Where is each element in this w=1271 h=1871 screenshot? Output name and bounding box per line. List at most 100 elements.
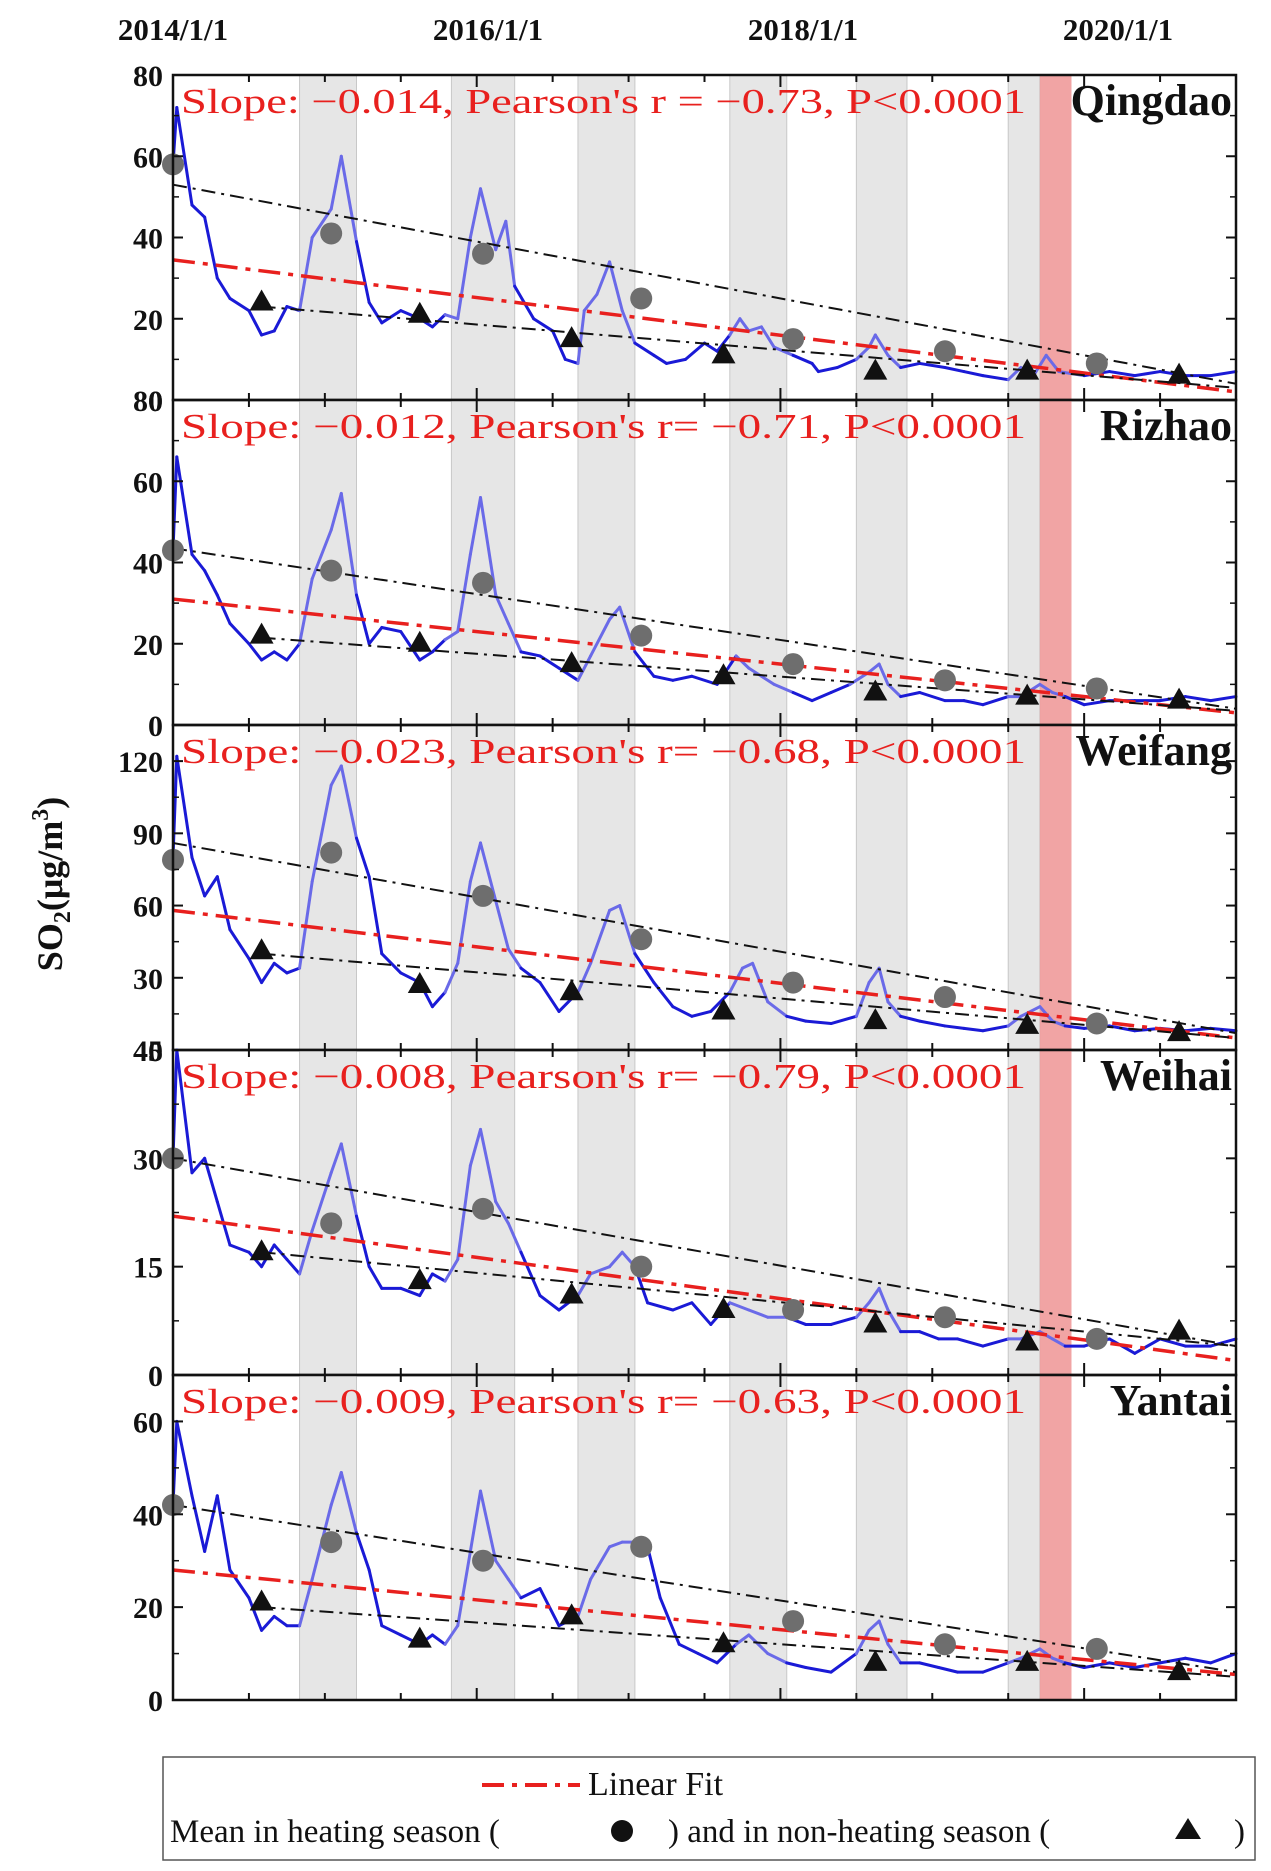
nonheating-mean-marker-2 bbox=[407, 301, 432, 323]
y-tick-label: 120 bbox=[118, 746, 163, 779]
series-segment bbox=[399, 630, 422, 662]
series-segment bbox=[1158, 1656, 1187, 1665]
heating-season-band-2 bbox=[450, 399, 516, 726]
linear-fit-line bbox=[172, 908, 1237, 1040]
heating-mean-marker-5 bbox=[782, 1610, 805, 1633]
nonheating-mean-fit-line bbox=[261, 952, 1237, 1039]
heating-mean-marker-2 bbox=[320, 222, 343, 245]
linear-fit-line bbox=[172, 1214, 1237, 1363]
series-segment bbox=[918, 1019, 947, 1028]
ylabel-sub: 2 bbox=[50, 911, 76, 923]
y-tick-label: 30 bbox=[133, 963, 163, 996]
heating-mean-marker-5 bbox=[782, 653, 805, 676]
heating-mean-fit-line bbox=[172, 547, 1237, 710]
series-segment bbox=[943, 1024, 966, 1030]
panel-weihai: 0 15 30 45 Slope: −0.008, Pearson's r= −0.79… bbox=[133, 1035, 1238, 1393]
series-segment bbox=[430, 1272, 447, 1283]
series-segment bbox=[690, 1009, 713, 1018]
series-segment bbox=[354, 1531, 371, 1572]
series-segment bbox=[329, 764, 343, 787]
legend-means-middle: ) and in non-heating season ( bbox=[668, 1814, 1050, 1850]
heating-mean-marker-4 bbox=[630, 1535, 653, 1558]
heating-mean-marker-6 bbox=[933, 1306, 956, 1329]
heating-mean-marker-6 bbox=[933, 340, 956, 363]
series-segment bbox=[479, 1127, 498, 1204]
nonheating-mean-marker-5 bbox=[863, 1649, 888, 1671]
legend-means-prefix: Mean in heating season ( bbox=[170, 1814, 500, 1850]
nonheating-mean-marker-3 bbox=[559, 326, 584, 348]
series-segment bbox=[886, 1000, 903, 1018]
heating-mean-marker-2 bbox=[320, 1531, 343, 1554]
nonheating-mean-marker-7 bbox=[1167, 1020, 1192, 1042]
series-segment bbox=[981, 1661, 1010, 1674]
y-axis-title: SO2(μg/m3) bbox=[28, 797, 76, 971]
heating-mean-marker-7 bbox=[1085, 1637, 1108, 1660]
date-label-2016: 2016/1/1 bbox=[433, 12, 543, 47]
nonheating-mean-marker-4 bbox=[711, 663, 736, 685]
heating-season-band-1 bbox=[299, 1049, 357, 1376]
series-segment bbox=[1051, 1656, 1067, 1665]
heating-mean-marker-2 bbox=[320, 841, 343, 864]
series-segment bbox=[468, 841, 483, 883]
series-segment bbox=[1051, 1337, 1067, 1348]
series-segment bbox=[671, 1301, 694, 1312]
series-segment bbox=[618, 605, 637, 654]
series-segment bbox=[367, 1568, 384, 1628]
series-segment bbox=[247, 309, 264, 337]
y-tick-label: 0 bbox=[148, 385, 163, 418]
series-segment bbox=[652, 981, 675, 1009]
heating-season-band-3 bbox=[577, 1049, 636, 1376]
nonheating-mean-marker-5 bbox=[863, 1311, 888, 1333]
nonheating-mean-marker-2 bbox=[407, 630, 432, 652]
y-tick-label: 60 bbox=[133, 466, 163, 499]
series-segment bbox=[589, 617, 612, 658]
heating-mean-marker-7 bbox=[1085, 352, 1108, 375]
series-segment bbox=[772, 345, 795, 357]
series-segment bbox=[772, 682, 795, 694]
series-segment bbox=[595, 260, 612, 296]
nonheating-mean-marker-1 bbox=[249, 289, 274, 311]
heating-mean-fit-line bbox=[172, 1504, 1237, 1674]
series-segment bbox=[538, 981, 561, 1013]
nonheating-mean-marker-4 bbox=[711, 1297, 736, 1318]
series-segment bbox=[260, 329, 276, 337]
series-segment bbox=[479, 1489, 498, 1563]
nonheating-mean-marker-7 bbox=[1167, 687, 1192, 709]
series-segment bbox=[981, 1337, 1010, 1348]
series-segment bbox=[247, 642, 264, 662]
heating-mean-fit-line bbox=[172, 1157, 1237, 1348]
legend-means-suffix: ) bbox=[1234, 1814, 1245, 1850]
y-tick-label: 0 bbox=[148, 1685, 163, 1718]
stats-annotation-yantai: Slope: −0.009, Pearson's r= −0.63, P<0.0… bbox=[181, 1382, 1026, 1421]
heating-mean-marker-3 bbox=[472, 571, 495, 594]
series-segment bbox=[506, 947, 523, 970]
series-segment bbox=[175, 455, 194, 556]
series-segment bbox=[228, 928, 251, 961]
series-segment bbox=[367, 301, 384, 325]
series-segment bbox=[589, 908, 612, 965]
covid-period-band bbox=[1039, 400, 1072, 725]
series-segment bbox=[1107, 1661, 1137, 1669]
series-segment bbox=[918, 691, 947, 703]
series-segment bbox=[298, 1577, 314, 1628]
series-segment bbox=[399, 1286, 422, 1298]
series-segment bbox=[443, 1624, 460, 1646]
series-segment bbox=[175, 1419, 194, 1498]
heating-mean-marker-7 bbox=[1085, 1327, 1108, 1350]
series-segment bbox=[339, 1142, 358, 1218]
nonheating-mean-marker-1 bbox=[249, 1239, 274, 1261]
series-segment bbox=[1209, 370, 1238, 378]
series-segment bbox=[608, 904, 622, 912]
nonheating-mean-marker-5 bbox=[863, 358, 888, 380]
nonheating-mean-marker-6 bbox=[1015, 683, 1040, 705]
y-tick-label: 80 bbox=[133, 385, 163, 418]
series-segment bbox=[298, 236, 314, 313]
y-tick-label: 0 bbox=[148, 710, 163, 743]
series-segment bbox=[1209, 695, 1238, 703]
series-segment bbox=[443, 630, 460, 642]
series-segment bbox=[829, 682, 852, 694]
series-segment bbox=[740, 961, 755, 970]
series-segment bbox=[298, 577, 314, 646]
series-segment bbox=[247, 1596, 264, 1632]
series-segment bbox=[190, 1494, 207, 1553]
